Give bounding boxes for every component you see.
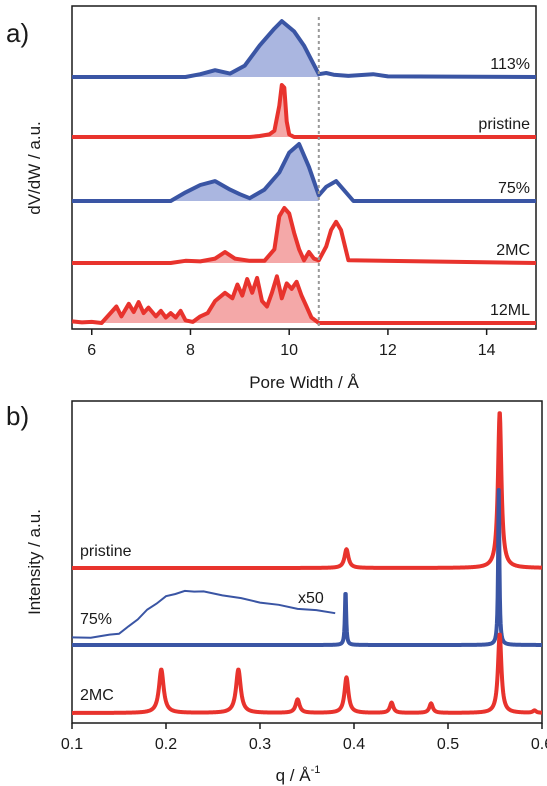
panel-b-y-axis-label: Intensity / a.u.: [25, 509, 44, 615]
series-line-pristine: [72, 83, 536, 139]
panel-b-x-ticks: 0.1 0.2 0.3 0.4 0.5 0.6: [61, 723, 547, 753]
panel-a-frame: [71, 5, 537, 330]
series-line-2MC: [72, 206, 537, 265]
series-label-pristine: pristine: [80, 543, 132, 560]
series-line-75%: [72, 142, 536, 203]
x-tick-label: 12: [379, 342, 397, 359]
series-label-75%: 75%: [498, 180, 530, 197]
x-tick-label: 0.6: [531, 736, 547, 753]
series-line-2MC: [70, 632, 544, 715]
panel-a-x-ticks: 6 8 10 12 14: [87, 329, 496, 359]
x-tick-label: 0.1: [61, 736, 83, 753]
panel-a-label: a): [6, 18, 29, 48]
x-tick-label: 0.2: [155, 736, 177, 753]
panel-b-x-axis-label: q / Å-1: [276, 764, 321, 785]
series-line-pristine: [70, 411, 544, 570]
x-tick-label: 8: [186, 342, 195, 359]
series-fill-pristine: [72, 85, 295, 137]
panel-a-x-axis-label: Pore Width / Å: [249, 373, 359, 392]
annotation-x50: x50: [298, 590, 324, 607]
series-fill-2MC: [72, 208, 319, 263]
x-tick-label: 0.5: [437, 736, 459, 753]
series-label-2MC: 2MC: [496, 242, 530, 259]
x-tick-label: 10: [280, 342, 298, 359]
series-line-75%: [70, 488, 544, 647]
series-label-pristine: pristine: [478, 116, 530, 133]
panel-b-label: b): [6, 401, 29, 431]
series-line-75-x50: [71, 589, 336, 639]
panel-a-plot: 113% pristine 75% 2MC 12ML: [71, 17, 537, 329]
x-tick-label: 6: [87, 342, 96, 359]
series-label-2MC: 2MC: [80, 687, 114, 704]
series-fill-75%: [72, 144, 319, 201]
x-tick-label: 0.4: [343, 736, 365, 753]
x-tick-label: 14: [478, 342, 496, 359]
series-line-113%: [72, 19, 537, 79]
panel-a-y-axis-label: dV/dW / a.u.: [25, 121, 44, 215]
x-tick-label: 0.3: [249, 736, 271, 753]
panel-b-frame: [71, 400, 543, 724]
series-label-113%: 113%: [490, 56, 530, 73]
series-label-12ML: 12ML: [490, 302, 530, 319]
series-label-75%: 75%: [80, 611, 112, 628]
series-fill-113%: [72, 21, 319, 78]
series-line-12ML: [71, 274, 536, 325]
series-fill-12ML: [72, 276, 319, 323]
panel-b-plot: pristine 75% 2MC x50: [70, 411, 544, 715]
